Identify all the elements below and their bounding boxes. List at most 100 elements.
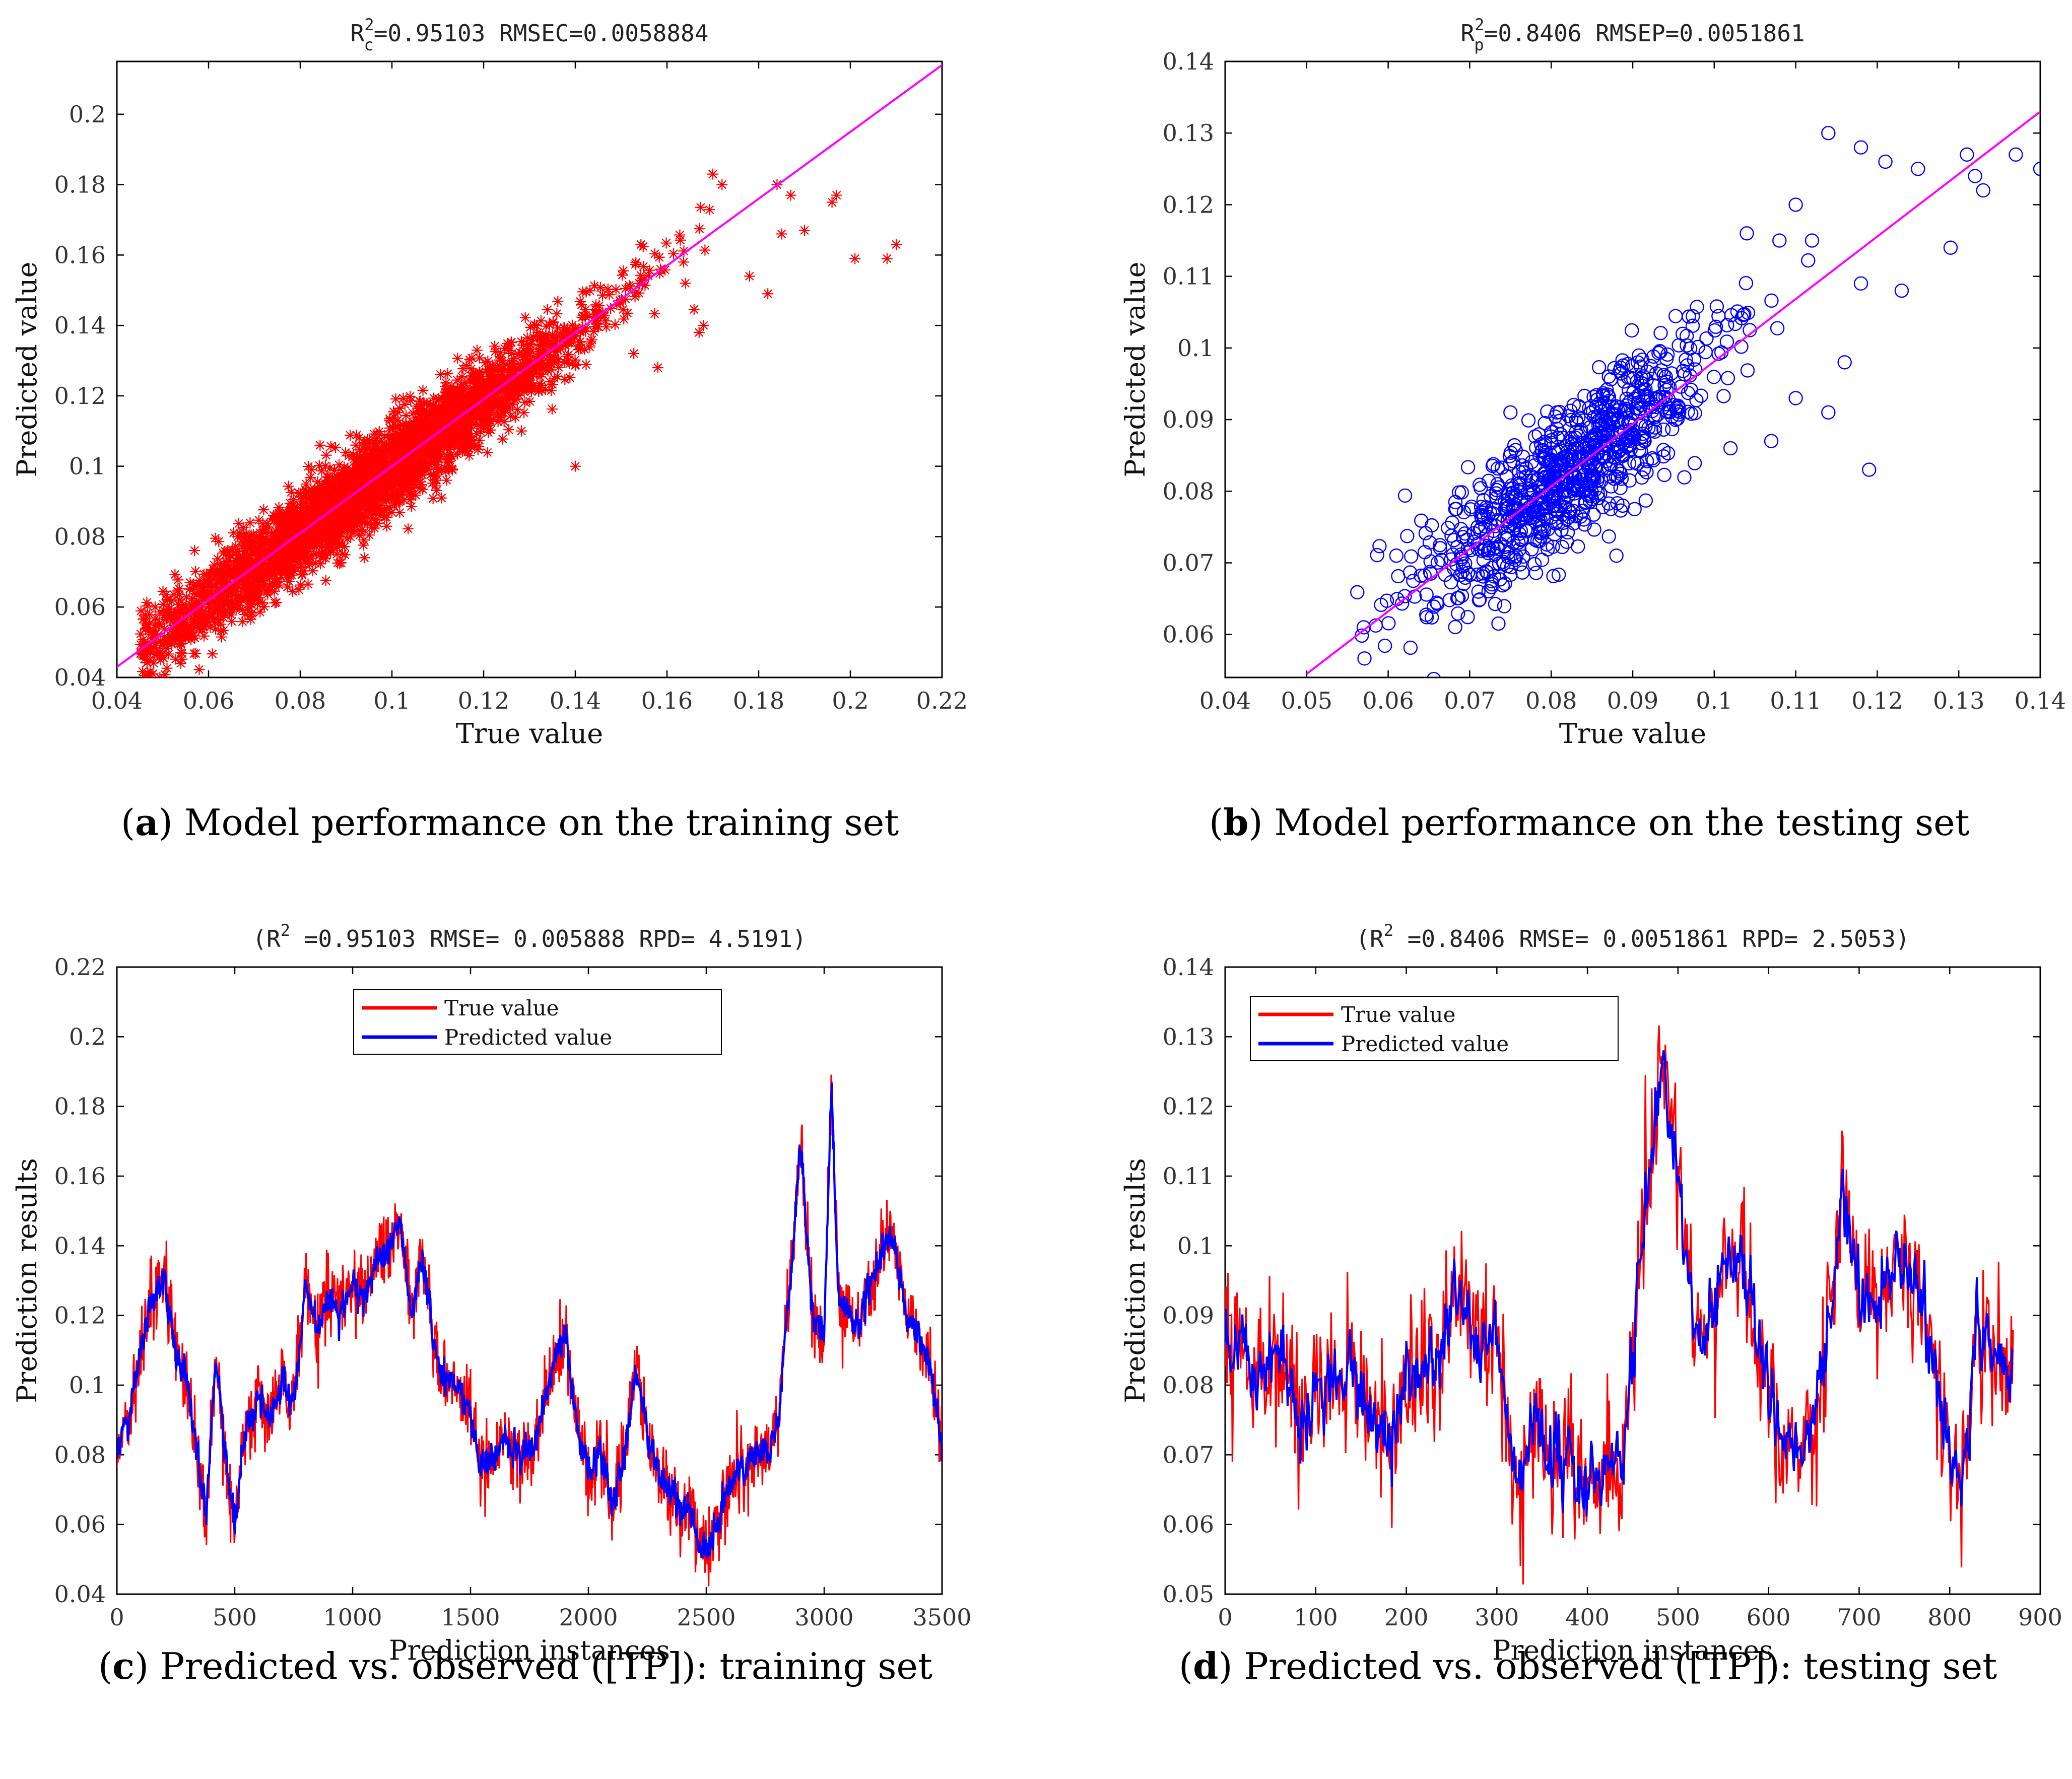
scatter-point (1372, 539, 1387, 554)
x-tick-label: 0.1 (373, 687, 410, 714)
scatter-point (324, 544, 336, 556)
scatter-point (256, 549, 268, 560)
scatter-point (1456, 559, 1471, 574)
scatter-point (525, 334, 537, 346)
scatter-point (425, 435, 436, 446)
scatter-point (218, 611, 229, 623)
scatter-point (252, 598, 263, 609)
scatter-point (694, 223, 705, 235)
scatter-point (146, 643, 157, 654)
scatter-point (1788, 391, 1803, 405)
scatter-point (185, 634, 197, 646)
x-tick-label: 2000 (559, 1604, 618, 1631)
scatter-point (248, 575, 259, 587)
scatter-point (593, 300, 605, 312)
scatter-point (1397, 589, 1412, 603)
scatter-point (281, 546, 292, 558)
scatter-point (524, 321, 536, 333)
scatter-point (355, 451, 367, 462)
x-tick-label: 0.07 (1444, 687, 1495, 714)
scatter-point (234, 527, 246, 539)
scatter-point (251, 581, 262, 593)
scatter-point (180, 633, 191, 645)
scatter-point (384, 415, 395, 427)
scatter-point (197, 605, 209, 617)
scatter-point (451, 402, 462, 414)
scatter-point (546, 359, 557, 370)
y-tick-label: 0.06 (1163, 1511, 1214, 1538)
scatter-point (849, 253, 861, 264)
scatter-point (1535, 497, 1551, 511)
chart-title-a: R2 c=0.95103 RMSEC=0.0058884 (351, 15, 709, 54)
scatter-point (339, 461, 350, 473)
scatter-point (439, 434, 451, 445)
scatter-point (376, 435, 387, 447)
scatter-point (549, 335, 561, 347)
scatter-point (418, 419, 430, 430)
scatter-point (1557, 490, 1571, 505)
scatter-point (533, 338, 545, 350)
scatter-point (557, 331, 569, 343)
scatter-point (206, 594, 218, 606)
scatter-point (371, 484, 382, 495)
scatter-point (1449, 502, 1463, 516)
scatter-point (574, 343, 586, 355)
chart-title-c: (R2 =0.95103 RMSE= 0.005888 RPD= 4.5191) (252, 921, 806, 952)
scatter-point (244, 583, 256, 595)
scatter-point (1690, 300, 1704, 314)
scatter-point (1569, 483, 1584, 498)
scatter-point (456, 412, 467, 423)
scatter-point (604, 289, 615, 301)
scatter-point (417, 406, 429, 418)
scatter-point (311, 499, 322, 511)
scatter-point (362, 434, 373, 445)
scatter-point (509, 412, 521, 423)
scatter-point (704, 204, 715, 216)
scatter-point (194, 622, 206, 634)
scatter-point (143, 626, 155, 637)
scatter-point (1656, 422, 1671, 437)
scatter-point (298, 491, 309, 503)
scatter-point (388, 412, 400, 423)
scatter-point (274, 559, 285, 571)
scatter-point (542, 365, 554, 377)
scatter-point (257, 532, 269, 544)
scatter-point (219, 597, 231, 609)
scatter-point (284, 576, 295, 587)
scatter-point (1512, 542, 1527, 557)
scatter-point (411, 435, 422, 446)
scatter-point (1630, 456, 1645, 471)
scatter-point (1505, 486, 1520, 500)
scatter-point (238, 531, 250, 543)
scatter-point (419, 454, 431, 466)
scatter-point (262, 588, 274, 600)
scatter-point (416, 479, 427, 491)
scatter-point (150, 628, 162, 639)
scatter-point (505, 410, 516, 422)
scatter-point (485, 401, 497, 413)
x-tick-label: 0.22 (916, 687, 968, 714)
y-tick-label: 0.09 (1163, 406, 1214, 433)
scatter-point (296, 569, 308, 581)
scatter-point (826, 196, 838, 208)
series-line-true-value (1225, 1025, 2014, 1585)
scatter-point (1837, 355, 1852, 370)
scatter-point (1627, 502, 1642, 517)
scatter-point (345, 531, 356, 542)
scatter-point (243, 556, 254, 567)
scatter-point (453, 386, 465, 397)
scatter-point (1658, 390, 1673, 404)
scatter-point (316, 533, 328, 544)
scatter-point (174, 594, 186, 606)
scatter-point (287, 553, 299, 565)
scatter-point (654, 267, 665, 279)
scatter-point (159, 669, 171, 677)
scatter-point (762, 288, 774, 300)
scatter-point (340, 510, 351, 522)
scatter-point (494, 411, 506, 423)
scatter-point (551, 331, 563, 343)
scatter-point (481, 366, 492, 377)
scatter-point (388, 422, 399, 434)
scatter-point (412, 426, 423, 438)
scatter-point (538, 340, 550, 352)
